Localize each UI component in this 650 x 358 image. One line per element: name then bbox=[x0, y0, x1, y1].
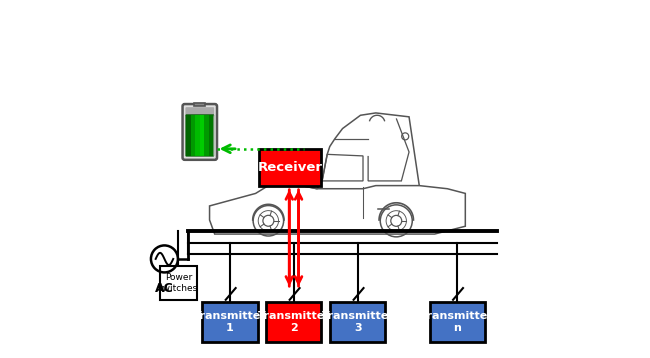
Bar bbox=[330, 301, 385, 342]
Bar bbox=[430, 301, 485, 342]
FancyBboxPatch shape bbox=[185, 107, 214, 116]
Bar bbox=[187, 115, 191, 156]
Text: Power
switches: Power switches bbox=[159, 273, 198, 292]
Bar bbox=[191, 115, 196, 156]
Bar bbox=[196, 115, 200, 156]
Bar bbox=[209, 115, 213, 156]
Text: AC: AC bbox=[155, 282, 174, 295]
Bar bbox=[204, 115, 209, 156]
Text: Transmitter
1: Transmitter 1 bbox=[194, 311, 266, 333]
Bar bbox=[202, 301, 257, 342]
Text: Receiver: Receiver bbox=[258, 161, 323, 174]
Bar bbox=[266, 301, 322, 342]
Bar bbox=[160, 266, 197, 300]
Text: Transmitter
2: Transmitter 2 bbox=[257, 311, 330, 333]
Bar bbox=[194, 103, 205, 106]
Text: Transmitter
3: Transmitter 3 bbox=[322, 311, 395, 333]
Bar bbox=[200, 115, 204, 156]
Bar bbox=[259, 149, 322, 186]
Text: Transmitter
n: Transmitter n bbox=[421, 311, 494, 333]
FancyBboxPatch shape bbox=[183, 104, 217, 160]
